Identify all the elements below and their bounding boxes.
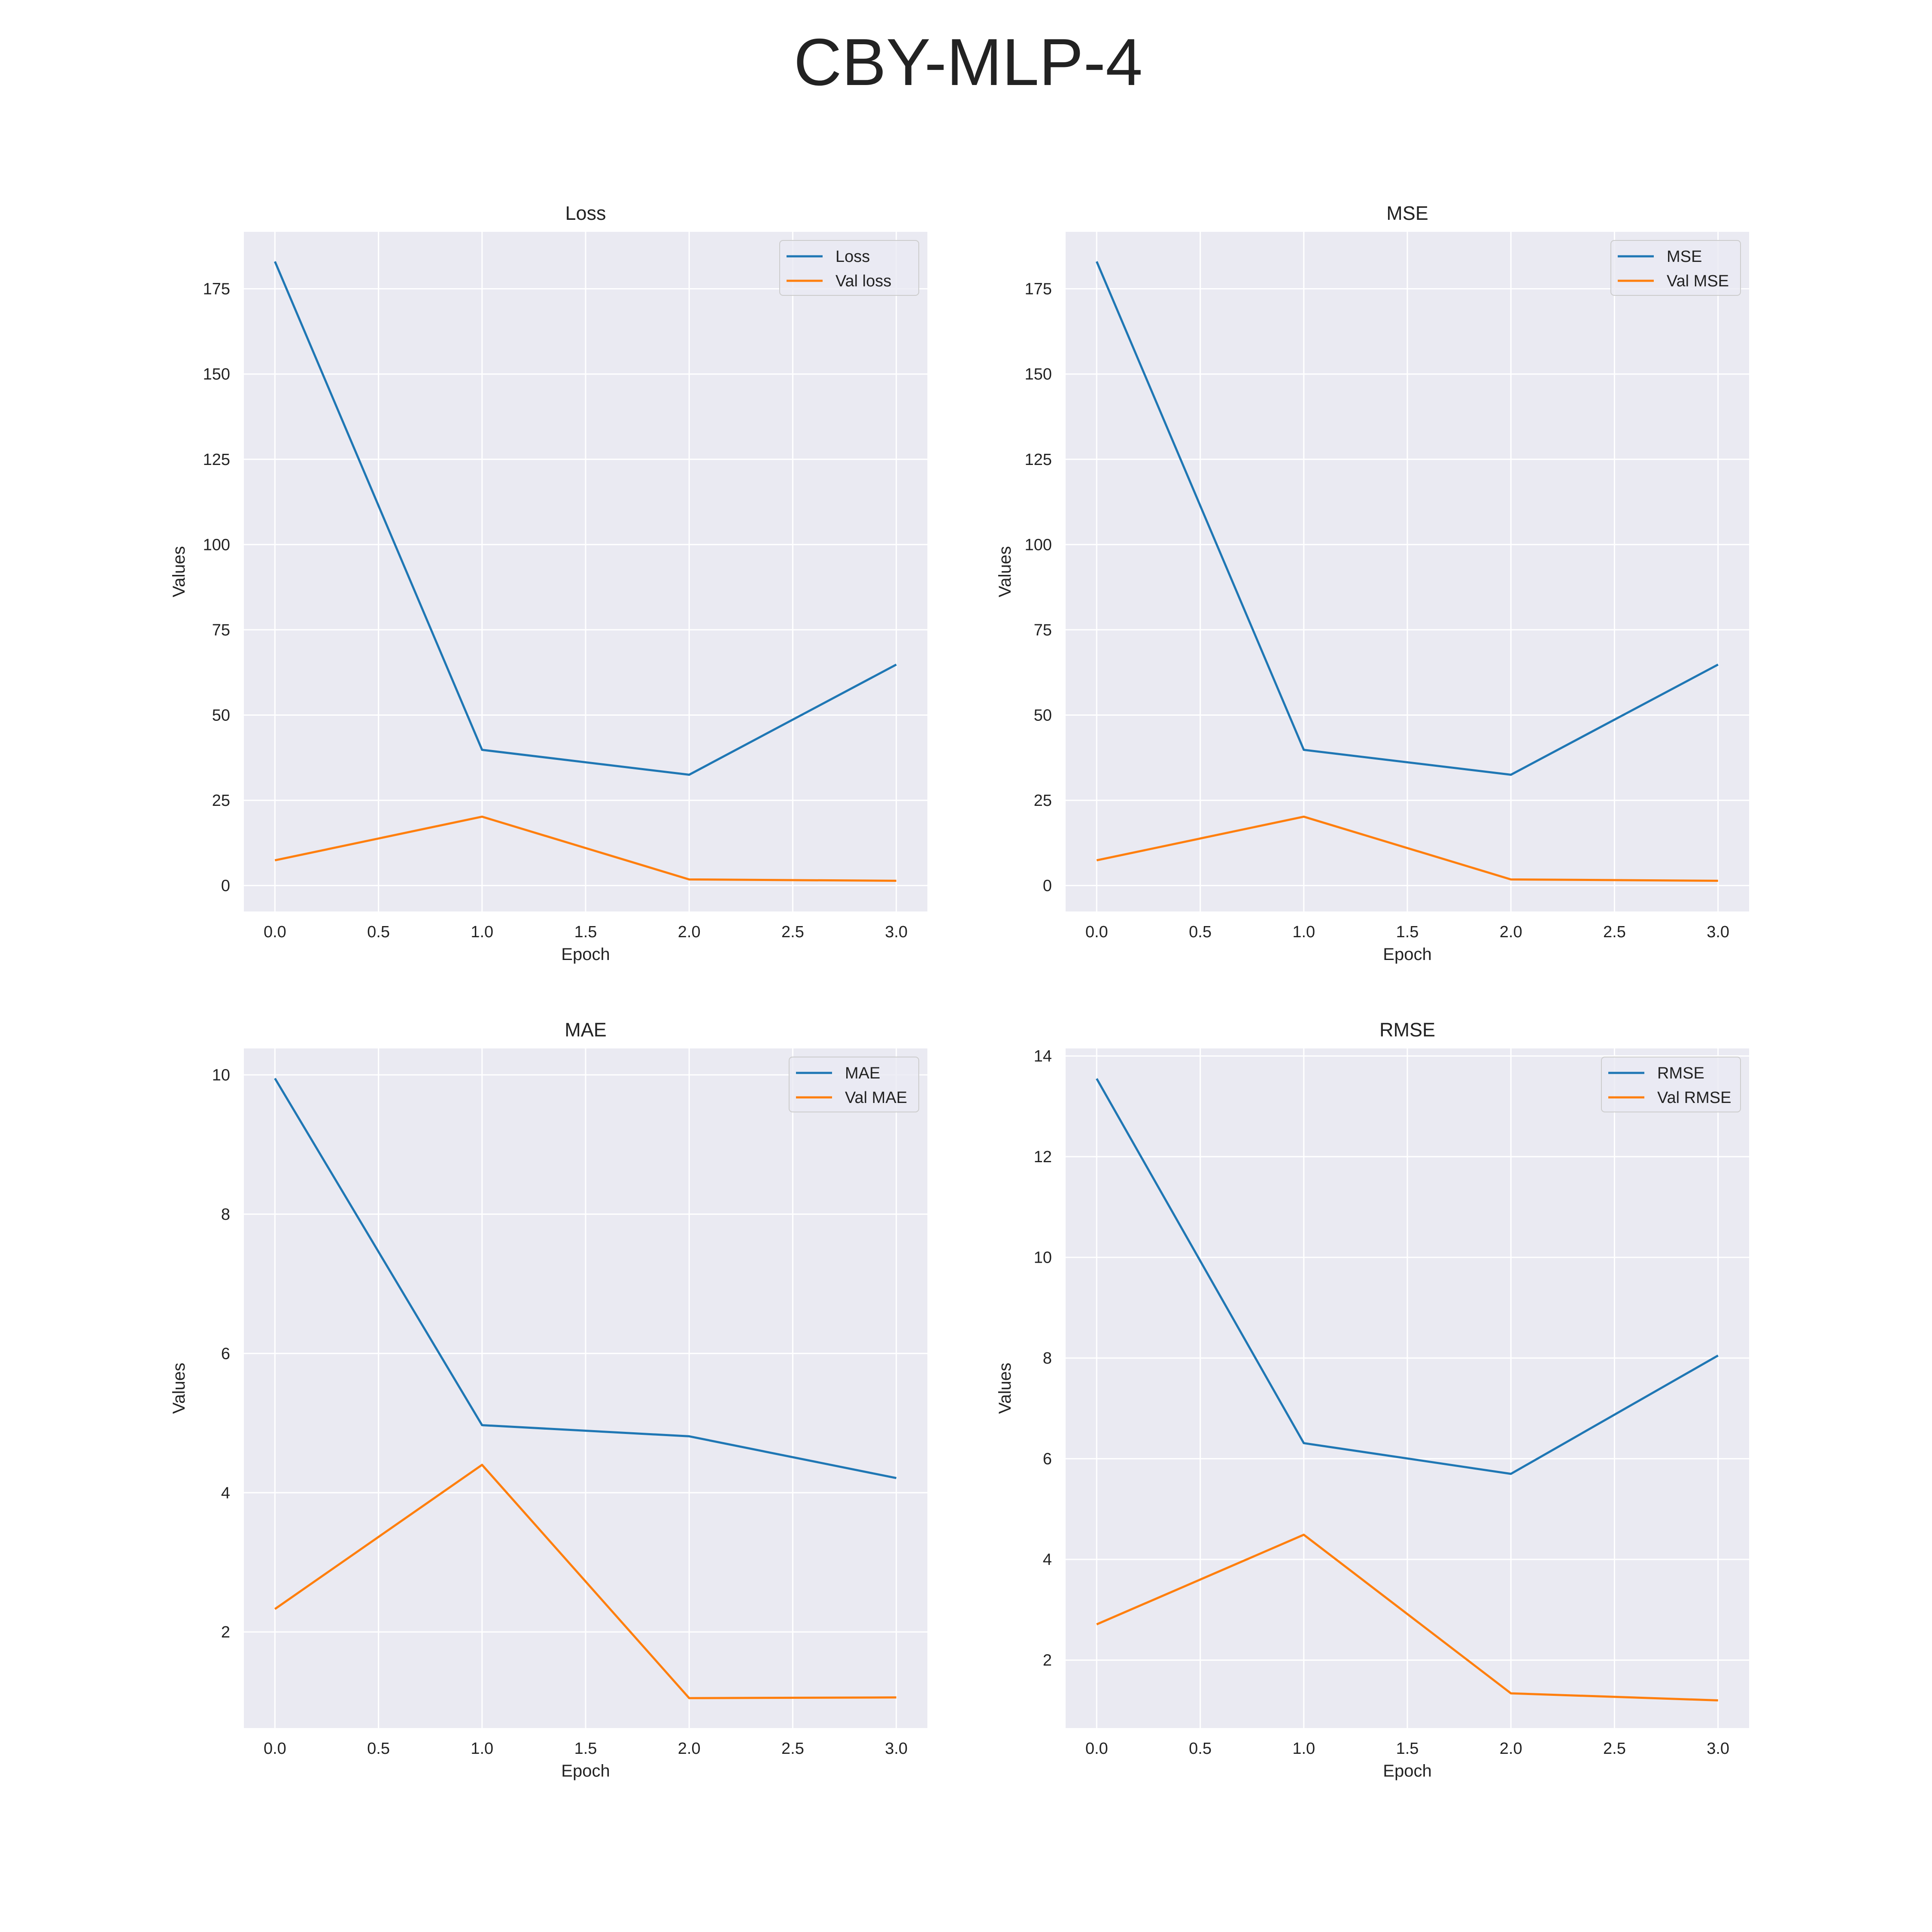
- x-tick-label: 2.5: [781, 923, 804, 941]
- x-tick-label: 0.0: [264, 923, 286, 941]
- x-tick-label: 3.0: [1707, 1740, 1729, 1758]
- x-tick-label: 1.0: [1292, 1740, 1315, 1758]
- legend: MSE Val MSE: [1610, 240, 1741, 296]
- y-tick-label: 10: [1034, 1249, 1052, 1267]
- subplot-title: MSE: [1386, 202, 1428, 224]
- subplot-mae: 0.0 0.5 1.0 1.5 2.0 2.5 3.0 2 4 6 8 10 MAE Epoch Value…: [170, 1019, 927, 1780]
- y-tick-label: 6: [221, 1345, 230, 1363]
- y-tick-label: 50: [212, 706, 230, 724]
- y-tick-label: 25: [1034, 792, 1052, 810]
- x-axis-label: Epoch: [1383, 945, 1431, 964]
- legend-entry: Val RMSE: [1657, 1089, 1731, 1107]
- x-tick-label: 1.5: [1396, 1740, 1419, 1758]
- series-line-loss: [274, 261, 897, 776]
- series-line-val-loss: [274, 815, 896, 882]
- y-tick-label: 50: [1034, 706, 1052, 724]
- x-tick-label: 2.5: [1603, 923, 1626, 941]
- x-tick-label: 0.5: [367, 923, 390, 941]
- y-tick-label: 25: [212, 792, 230, 810]
- y-tick-label: 175: [1025, 280, 1052, 298]
- series-line-val-mse: [1096, 815, 1718, 882]
- x-tick-label: 2.0: [678, 923, 701, 941]
- x-tick-label: 2.0: [1500, 923, 1522, 941]
- y-tick-label: 12: [1034, 1148, 1052, 1166]
- y-tick-label: 6: [1043, 1450, 1052, 1468]
- legend: RMSE Val RMSE: [1601, 1057, 1741, 1112]
- series-line-mae: [274, 1078, 897, 1479]
- subplot-title: Loss: [565, 202, 606, 224]
- y-tick-label: 150: [203, 365, 230, 383]
- legend: Loss Val loss: [779, 240, 919, 296]
- y-tick-label: 0: [221, 877, 230, 895]
- legend-entry: Val MAE: [845, 1089, 907, 1107]
- x-tick-label: 2.0: [678, 1740, 701, 1758]
- x-tick-label: 0.0: [264, 1740, 286, 1758]
- y-tick-label: 8: [221, 1206, 230, 1224]
- x-tick-label: 2.0: [1500, 1740, 1522, 1758]
- legend-entry: MAE: [845, 1064, 880, 1082]
- y-axis-label: Values: [996, 1363, 1015, 1414]
- y-tick-label: 125: [203, 451, 230, 469]
- x-tick-label: 2.5: [1603, 1740, 1626, 1758]
- y-tick-label: 14: [1034, 1048, 1052, 1066]
- legend-entry: Val MSE: [1667, 272, 1729, 290]
- y-tick-label: 4: [221, 1484, 230, 1502]
- x-tick-label: 1.5: [1396, 923, 1419, 941]
- x-tick-label: 0.0: [1085, 1740, 1108, 1758]
- y-tick-label: 175: [203, 280, 230, 298]
- x-tick-label: 3.0: [885, 923, 908, 941]
- y-axis-label: Values: [996, 546, 1015, 597]
- y-tick-label: 75: [1034, 621, 1052, 639]
- x-axis-label: Epoch: [561, 945, 610, 964]
- subplot-loss: 0.0 0.5 1.0 1.5 2.0 2.5 3.0 0 25 50 75 100 125 150 175…: [170, 202, 927, 964]
- y-tick-label: 10: [212, 1066, 230, 1084]
- y-tick-label: 75: [212, 621, 230, 639]
- x-tick-label: 3.0: [885, 1740, 908, 1758]
- y-tick-label: 4: [1043, 1551, 1052, 1569]
- subplot-title: RMSE: [1379, 1019, 1435, 1041]
- x-tick-label: 1.5: [574, 1740, 597, 1758]
- x-tick-label: 1.0: [471, 923, 493, 941]
- y-tick-label: 0: [1043, 877, 1052, 895]
- x-axis-label: Epoch: [561, 1762, 610, 1780]
- subplots: 0.0 0.5 1.0 1.5 2.0 2.5 3.00255075100125150175…: [170, 202, 1749, 1780]
- x-tick-label: 0.5: [367, 1740, 390, 1758]
- series-line-val-mae: [274, 1464, 896, 1699]
- x-tick-label: 0.5: [1189, 1740, 1212, 1758]
- y-tick-label: 150: [1025, 365, 1052, 383]
- subplot-mse: 0.0 0.5 1.0 1.5 2.0 2.5 3.0 0 25 50 75 100 125 150 175…: [996, 202, 1749, 964]
- figure-title: CBY-MLP-4: [794, 25, 1143, 99]
- y-tick-label: 100: [1025, 536, 1052, 554]
- legend: MAE Val MAE: [789, 1057, 919, 1112]
- legend-entry: MSE: [1667, 248, 1702, 266]
- y-axis-label: Values: [170, 1363, 188, 1414]
- x-tick-label: 0.0: [1085, 923, 1108, 941]
- legend-entry: Val loss: [835, 272, 891, 290]
- x-tick-label: 1.0: [1292, 923, 1315, 941]
- x-tick-label: 2.5: [781, 1740, 804, 1758]
- legend-entry: Loss: [835, 248, 870, 266]
- y-tick-label: 2: [1043, 1652, 1052, 1670]
- series-line-mse: [1096, 261, 1719, 776]
- subplot-title: MAE: [565, 1019, 607, 1041]
- series-line-val-rmse: [1096, 1534, 1718, 1702]
- x-tick-label: 1.5: [574, 923, 597, 941]
- x-tick-label: 0.5: [1189, 923, 1212, 941]
- y-axis-label: Values: [170, 546, 188, 597]
- x-tick-label: 1.0: [471, 1740, 493, 1758]
- series-line-rmse: [1096, 1078, 1719, 1475]
- legend-entry: RMSE: [1657, 1064, 1704, 1082]
- x-axis-label: Epoch: [1383, 1762, 1431, 1780]
- y-tick-label: 125: [1025, 451, 1052, 469]
- y-tick-label: 2: [221, 1623, 230, 1641]
- x-tick-label: 3.0: [1707, 923, 1729, 941]
- y-tick-label: 100: [203, 536, 230, 554]
- y-tick-label: 8: [1043, 1349, 1052, 1367]
- subplot-rmse: 0.0 0.5 1.0 1.5 2.0 2.5 3.0 2 4 6 8 10 12 14 RMSE Epoch…: [996, 1019, 1749, 1780]
